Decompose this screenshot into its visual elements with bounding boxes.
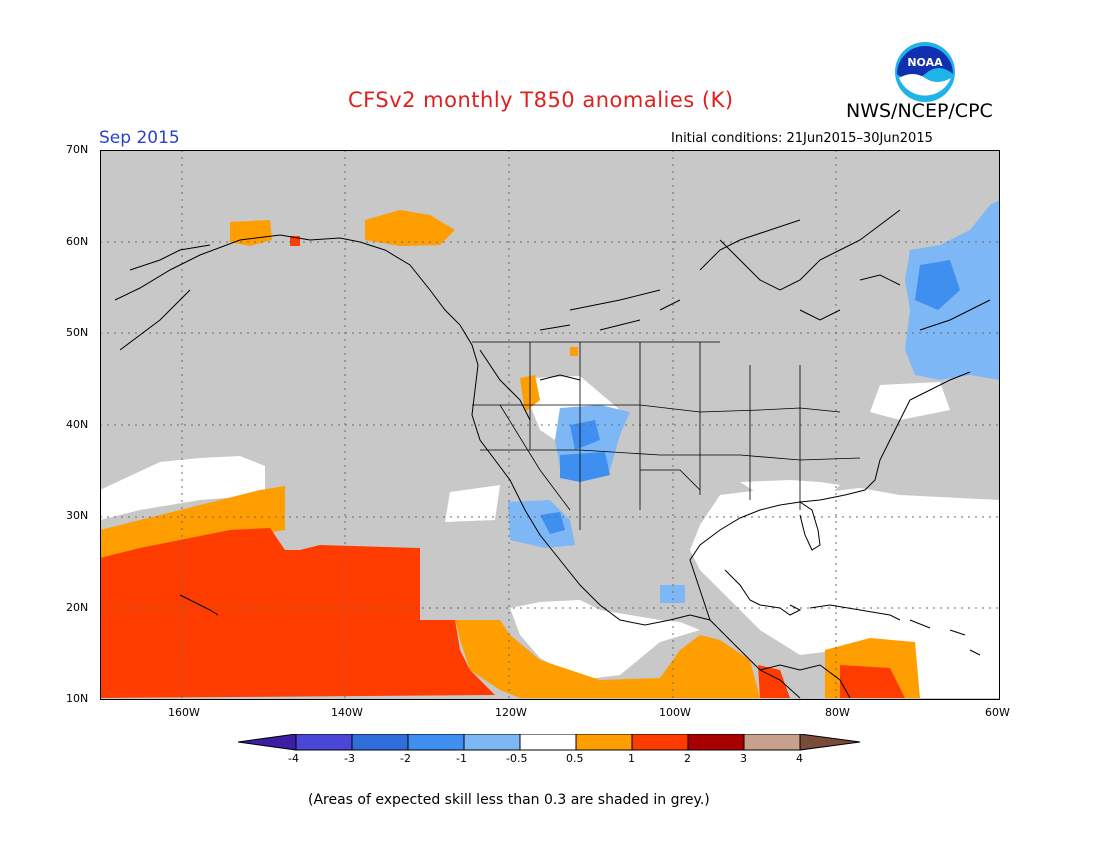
- colorbar-label: 0.5: [566, 752, 584, 765]
- colorbar-swatches: [237, 733, 861, 751]
- colorbar-label: 4: [796, 752, 803, 765]
- skill-footnote: (Areas of expected skill less than 0.3 a…: [308, 792, 710, 808]
- lat-label-50n: 50N: [66, 326, 89, 339]
- colorbar-label: -3: [344, 752, 355, 765]
- lat-label-20n: 20N: [66, 601, 89, 614]
- map-canvas: [100, 150, 1000, 700]
- colorbar-swatch: [351, 733, 409, 751]
- colorbar-label: -2: [400, 752, 411, 765]
- agency-label: NWS/NCEP/CPC: [846, 100, 993, 122]
- colorbar-label: 3: [740, 752, 747, 765]
- colorbar-swatch: [407, 733, 465, 751]
- colorbar-swatch: [743, 733, 801, 751]
- lat-label-10n: 10N: [66, 692, 89, 705]
- colorbar-swatch: [687, 733, 745, 751]
- lon-label-140w: 140W: [331, 706, 363, 719]
- colorbar-label: 1: [628, 752, 635, 765]
- colorbar-arrow-left: [237, 733, 297, 751]
- lat-label-60n: 60N: [66, 235, 89, 248]
- lat-label-30n: 30N: [66, 509, 89, 522]
- colorbar-swatch: [631, 733, 689, 751]
- colorbar-swatch: [575, 733, 633, 751]
- colorbar-label: -4: [288, 752, 299, 765]
- colorbar-swatch: [463, 733, 521, 751]
- lon-label-60w: 60W: [985, 706, 1010, 719]
- colorbar-swatch: [295, 733, 353, 751]
- lon-label-160w: 160W: [168, 706, 200, 719]
- initial-conditions: Initial conditions: 21Jun2015–30Jun2015: [671, 131, 933, 146]
- lon-label-120w: 120W: [495, 706, 527, 719]
- colorbar-arrow-right: [799, 733, 861, 751]
- colorbar-label: -0.5: [506, 752, 528, 765]
- colorbar-label: -1: [456, 752, 467, 765]
- noaa-logo: NOAA: [893, 40, 957, 108]
- lon-label-100w: 100W: [659, 706, 691, 719]
- chart-title: CFSv2 monthly T850 anomalies (K): [348, 88, 734, 112]
- anomaly-map: [100, 150, 1000, 704]
- forecast-month: Sep 2015: [99, 128, 180, 148]
- lat-label-40n: 40N: [66, 418, 89, 431]
- colorbar-label: 2: [684, 752, 691, 765]
- svg-text:NOAA: NOAA: [907, 56, 943, 69]
- colorbar: [237, 733, 862, 756]
- colorbar-swatch: [519, 733, 577, 751]
- lon-label-80w: 80W: [825, 706, 850, 719]
- lat-label-70n: 70N: [66, 143, 89, 156]
